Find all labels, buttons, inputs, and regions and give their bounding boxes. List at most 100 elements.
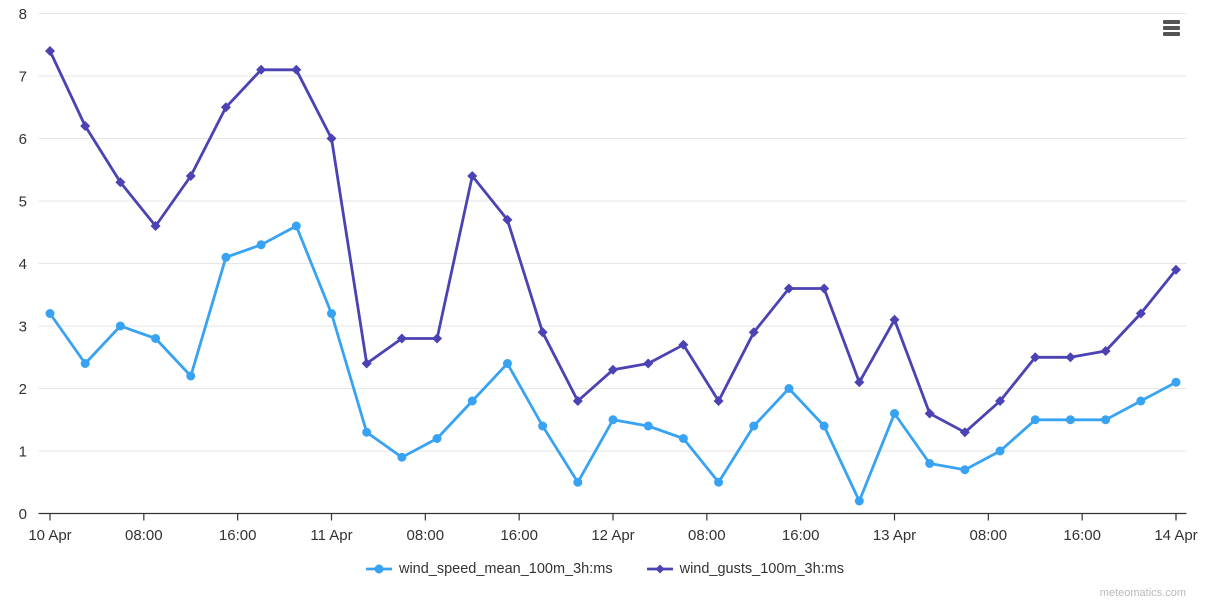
data-point-wind-speed-mean[interactable]: [1101, 415, 1111, 425]
data-point-wind-gusts[interactable]: [45, 46, 55, 56]
chart-legend: wind_speed_mean_100m_3h:ms wind_gusts_100…: [0, 561, 1210, 577]
x-axis-label: 08:00: [970, 527, 1008, 544]
data-point-wind-speed-mean[interactable]: [749, 421, 759, 431]
chart-menu-button[interactable]: [1161, 17, 1183, 39]
data-point-wind-gusts[interactable]: [924, 408, 935, 419]
legend-item-wind-speed-mean[interactable]: wind_speed_mean_100m_3h:ms: [365, 561, 613, 577]
data-point-wind-speed-mean[interactable]: [643, 421, 653, 431]
legend-item-wind-gusts[interactable]: wind_gusts_100m_3h:ms: [646, 561, 845, 577]
data-point-wind-gusts[interactable]: [643, 358, 654, 369]
series-line-wind-gusts: [48, 49, 1178, 434]
data-point-wind-gusts[interactable]: [291, 64, 302, 75]
data-point-wind-speed-mean[interactable]: [80, 359, 90, 368]
data-point-wind-gusts[interactable]: [713, 396, 724, 406]
y-axis-label: 0: [19, 506, 27, 523]
data-point-wind-speed-mean[interactable]: [502, 359, 512, 368]
y-axis-label: 1: [19, 444, 27, 461]
x-axis-label: 12 Apr: [591, 527, 634, 544]
hamburger-icon: [1163, 20, 1181, 36]
data-point-wind-speed-mean[interactable]: [327, 309, 336, 318]
data-point-wind-speed-mean[interactable]: [925, 459, 935, 468]
x-axis-label: 16:00: [500, 527, 538, 544]
y-axis-label: 5: [19, 194, 27, 211]
data-point-wind-speed-mean[interactable]: [854, 496, 864, 506]
y-axis-label: 8: [19, 6, 27, 23]
y-axis-label: 3: [19, 319, 27, 336]
data-point-wind-gusts[interactable]: [889, 314, 900, 325]
data-point-wind-speed-mean[interactable]: [608, 415, 618, 425]
x-axis-label: 08:00: [125, 527, 163, 544]
data-point-wind-speed-mean[interactable]: [1030, 415, 1040, 425]
data-point-wind-speed-mean[interactable]: [221, 252, 231, 262]
x-axis-label: 16:00: [219, 527, 257, 544]
data-point-wind-speed-mean[interactable]: [115, 321, 125, 331]
data-point-wind-gusts[interactable]: [502, 214, 513, 225]
data-point-wind-speed-mean[interactable]: [784, 384, 794, 393]
data-point-wind-speed-mean[interactable]: [678, 434, 688, 443]
data-point-wind-speed-mean[interactable]: [960, 465, 970, 475]
legend-diamond-icon: [646, 564, 673, 574]
data-point-wind-gusts[interactable]: [1171, 264, 1181, 275]
data-point-wind-speed-mean[interactable]: [432, 434, 442, 443]
legend-label-wind-gusts: wind_gusts_100m_3h:ms: [679, 561, 845, 577]
data-point-wind-gusts[interactable]: [1135, 308, 1146, 319]
data-point-wind-gusts[interactable]: [150, 221, 161, 231]
data-point-wind-speed-mean[interactable]: [291, 221, 301, 231]
data-point-wind-gusts[interactable]: [572, 396, 583, 406]
data-point-wind-gusts[interactable]: [1065, 352, 1076, 363]
data-point-wind-speed-mean[interactable]: [995, 446, 1005, 456]
data-point-wind-speed-mean[interactable]: [467, 396, 477, 406]
data-point-wind-gusts[interactable]: [1030, 352, 1041, 363]
data-point-wind-speed-mean[interactable]: [538, 421, 548, 431]
x-axis-label: 08:00: [407, 527, 445, 544]
data-point-wind-speed-mean[interactable]: [186, 371, 196, 381]
x-axis-label: 14 Apr: [1154, 527, 1197, 544]
data-point-wind-speed-mean[interactable]: [890, 409, 899, 418]
data-point-wind-speed-mean[interactable]: [256, 240, 266, 250]
x-axis-label: 16:00: [1063, 527, 1101, 544]
data-point-wind-gusts[interactable]: [783, 283, 794, 294]
data-point-wind-speed-mean[interactable]: [714, 477, 724, 487]
data-point-wind-gusts[interactable]: [819, 283, 830, 294]
x-axis-label: 10 Apr: [28, 527, 71, 544]
data-point-wind-gusts[interactable]: [854, 377, 865, 388]
data-point-wind-gusts[interactable]: [678, 339, 689, 350]
data-point-wind-gusts[interactable]: [959, 427, 970, 438]
data-point-wind-gusts[interactable]: [608, 364, 618, 375]
legend-label-wind-speed-mean: wind_speed_mean_100m_3h:ms: [398, 561, 613, 577]
data-point-wind-gusts[interactable]: [432, 333, 443, 344]
y-axis-label: 4: [19, 256, 27, 273]
data-point-wind-gusts[interactable]: [995, 396, 1006, 406]
data-point-wind-gusts[interactable]: [396, 333, 407, 344]
data-point-wind-gusts[interactable]: [537, 327, 548, 338]
data-point-wind-speed-mean[interactable]: [819, 421, 829, 431]
legend-circle-icon: [365, 564, 392, 574]
data-point-wind-speed-mean[interactable]: [362, 427, 372, 437]
series-line-wind-speed-mean: [48, 224, 1178, 503]
data-point-wind-gusts[interactable]: [467, 171, 478, 181]
y-axis-label: 2: [19, 381, 27, 398]
data-point-wind-speed-mean[interactable]: [151, 334, 161, 343]
data-point-wind-gusts[interactable]: [1100, 346, 1111, 356]
data-point-wind-speed-mean[interactable]: [573, 477, 583, 487]
watermark-credit[interactable]: meteomatics.com: [1099, 587, 1186, 599]
data-point-wind-gusts[interactable]: [326, 133, 337, 144]
data-point-wind-speed-mean[interactable]: [1065, 415, 1075, 425]
data-point-wind-speed-mean[interactable]: [1171, 377, 1181, 387]
y-axis-label: 6: [19, 131, 27, 148]
data-point-wind-gusts[interactable]: [748, 327, 759, 338]
data-point-wind-gusts[interactable]: [256, 64, 267, 75]
data-point-wind-gusts[interactable]: [361, 358, 372, 369]
data-point-wind-speed-mean[interactable]: [397, 452, 407, 462]
y-axis-label: 7: [19, 69, 27, 86]
data-point-wind-speed-mean[interactable]: [1136, 396, 1146, 406]
data-point-wind-gusts[interactable]: [80, 121, 91, 131]
data-point-wind-speed-mean[interactable]: [45, 309, 55, 318]
x-axis-label: 13 Apr: [873, 527, 916, 544]
data-point-wind-gusts[interactable]: [185, 171, 196, 181]
data-point-wind-gusts[interactable]: [115, 177, 126, 188]
x-axis-label: 16:00: [782, 527, 820, 544]
data-point-wind-gusts[interactable]: [220, 102, 231, 113]
